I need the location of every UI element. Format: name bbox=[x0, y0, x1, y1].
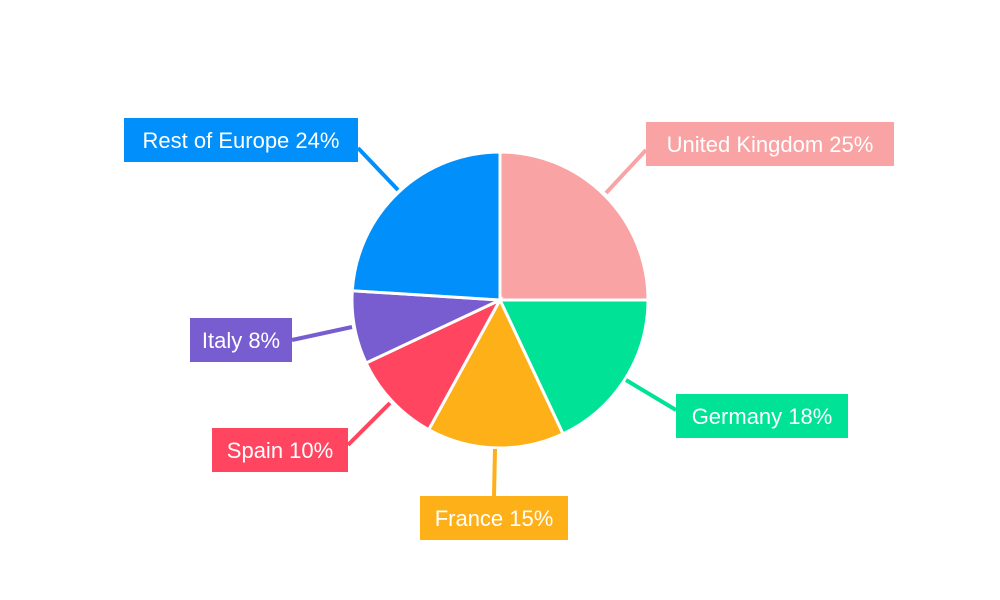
data-label-box-united-kingdom bbox=[646, 122, 894, 166]
leader-line-spain bbox=[346, 401, 392, 447]
leader-line-rest-of-europe bbox=[356, 146, 400, 192]
pie-slice-france[interactable] bbox=[426, 296, 566, 450]
data-label-box-italy bbox=[190, 318, 292, 362]
leader-line-italy bbox=[291, 325, 353, 342]
pie-slice-spain[interactable] bbox=[364, 296, 504, 432]
data-label-box-france bbox=[420, 496, 568, 540]
data-label-france: France 15% bbox=[435, 506, 554, 531]
pie-slice-germany[interactable] bbox=[497, 298, 650, 436]
pie-slice-rest-of-europe[interactable] bbox=[350, 150, 502, 302]
data-label-box-rest-of-europe bbox=[124, 118, 358, 162]
leader-line-france bbox=[492, 448, 497, 497]
data-label-united-kingdom: United Kingdom 25% bbox=[667, 132, 874, 157]
data-label-rest-of-europe: Rest of Europe 24% bbox=[143, 128, 340, 153]
data-label-box-germany bbox=[676, 394, 848, 438]
leader-line-united-kingdom bbox=[604, 148, 648, 195]
leader-line-germany bbox=[624, 378, 678, 412]
data-label-box-spain bbox=[212, 428, 348, 472]
data-label-germany: Germany 18% bbox=[692, 404, 833, 429]
data-label-italy: Italy 8% bbox=[202, 328, 280, 353]
data-label-spain: Spain 10% bbox=[227, 438, 333, 463]
pie-slice-united-kingdom[interactable] bbox=[498, 150, 650, 302]
